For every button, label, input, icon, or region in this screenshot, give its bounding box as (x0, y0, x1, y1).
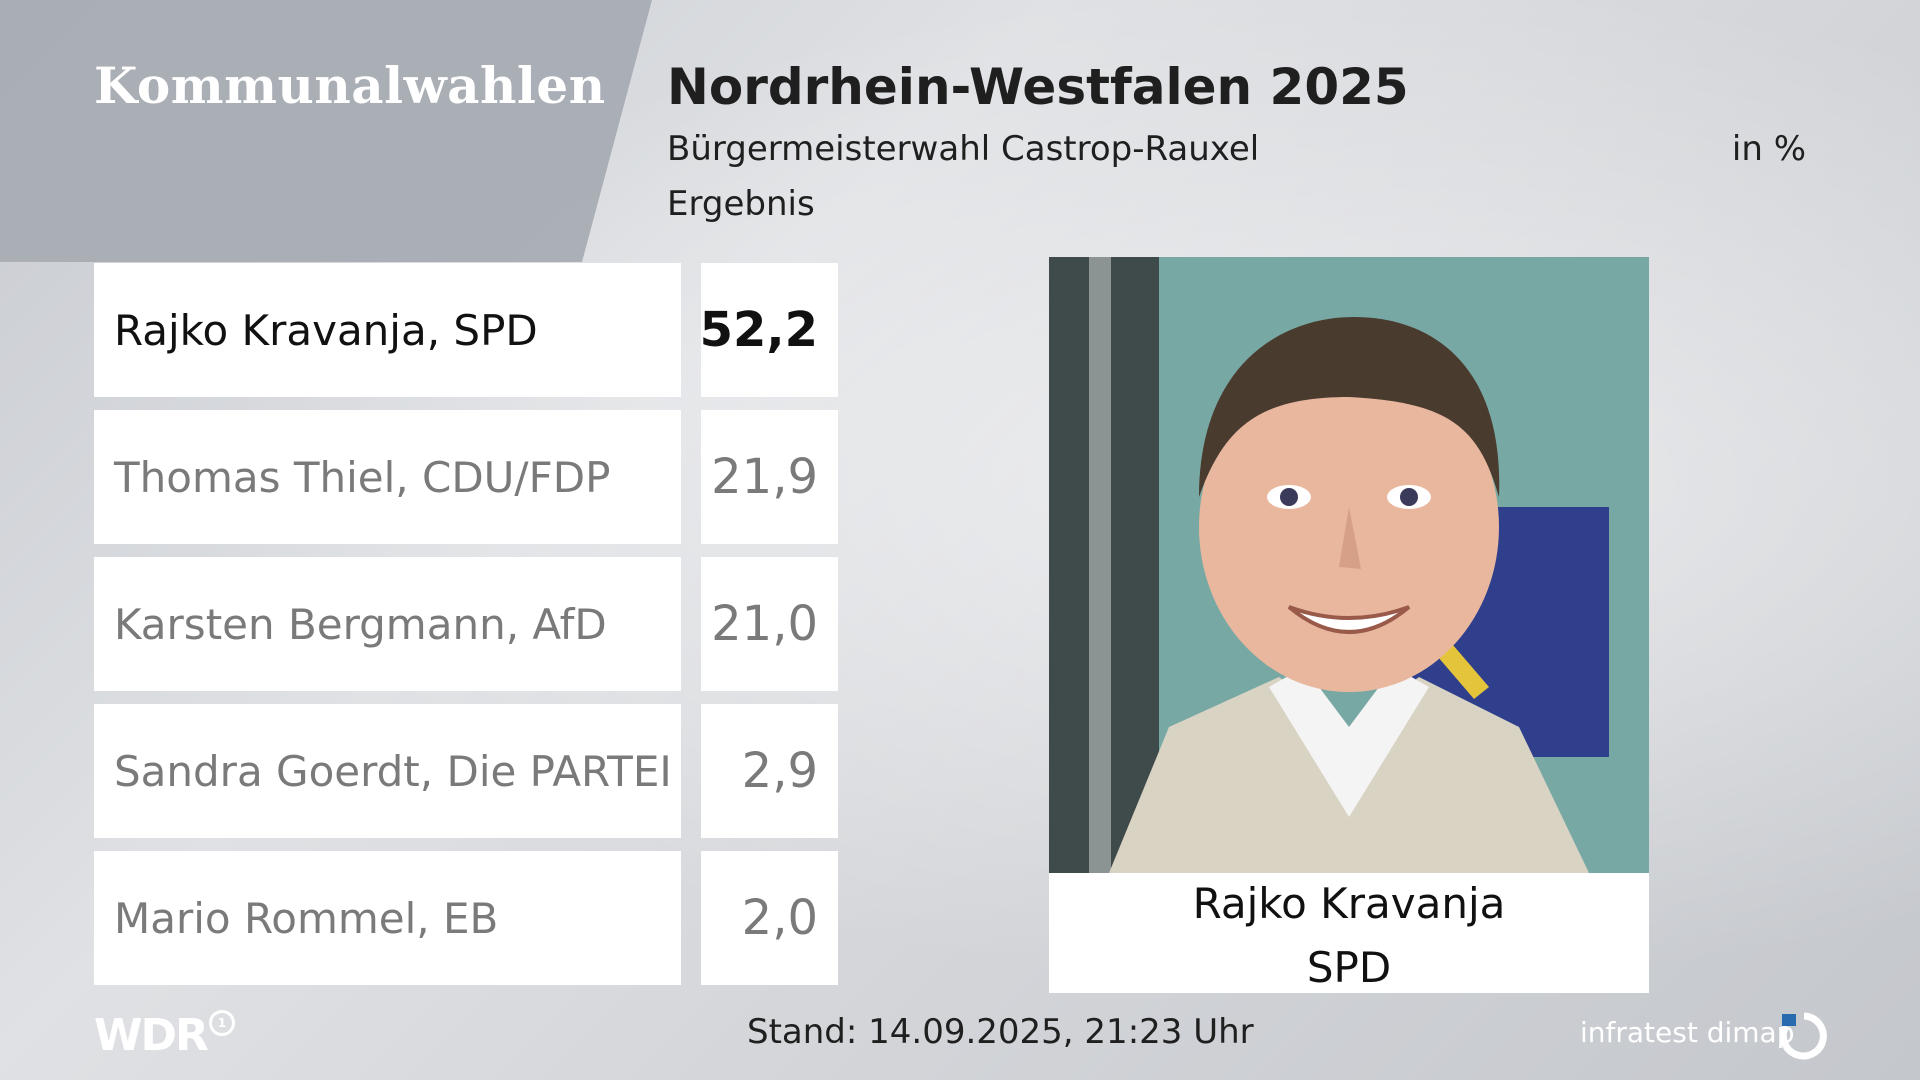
result-row: Rajko Kravanja, SPD 52,2 (94, 263, 839, 397)
chart-subtitle-result: Ergebnis (667, 184, 815, 224)
candidate-label: Rajko Kravanja, SPD (94, 263, 681, 397)
winner-photo (1049, 257, 1649, 873)
result-row: Karsten Bergmann, AfD 21,0 (94, 557, 839, 691)
timestamp: Stand: 14.09.2025, 21:23 Uhr (747, 1012, 1254, 1052)
candidate-value: 2,0 (701, 851, 838, 985)
chart-title: Nordrhein-Westfalen 2025 (667, 58, 1409, 116)
candidate-value: 21,0 (701, 557, 838, 691)
wdr-logo: WDR 1 (94, 1010, 235, 1061)
source-label: infratest dimap (1580, 1016, 1795, 1049)
ard-icon: 1 (208, 1010, 235, 1036)
candidate-value: 21,9 (701, 410, 838, 544)
candidate-label: Mario Rommel, EB (94, 851, 681, 985)
candidate-label: Sandra Goerdt, Die PARTEI (94, 704, 681, 838)
winner-name: Rajko Kravanja (1192, 879, 1506, 928)
candidate-value: 2,9 (701, 704, 838, 838)
candidate-value: 52,2 (700, 263, 838, 397)
result-row: Mario Rommel, EB 2,0 (94, 851, 839, 985)
winner-card: Rajko Kravanja SPD (1049, 257, 1649, 993)
chart-subtitle: Bürgermeisterwahl Castrop-Rauxel (667, 129, 1260, 169)
result-row: Sandra Goerdt, Die PARTEI 2,9 (94, 704, 839, 838)
portrait-illustration (1049, 257, 1649, 873)
wdr-logo-text: WDR (94, 1010, 209, 1061)
brand-title: Kommunalwahlen (94, 56, 606, 115)
winner-party: SPD (1306, 943, 1392, 992)
result-row: Thomas Thiel, CDU/FDP 21,9 (94, 410, 839, 544)
unit-label: in % (1731, 129, 1806, 169)
candidate-label: Thomas Thiel, CDU/FDP (94, 410, 681, 544)
candidate-label: Karsten Bergmann, AfD (94, 557, 681, 691)
infratest-icon (1780, 1012, 1827, 1060)
